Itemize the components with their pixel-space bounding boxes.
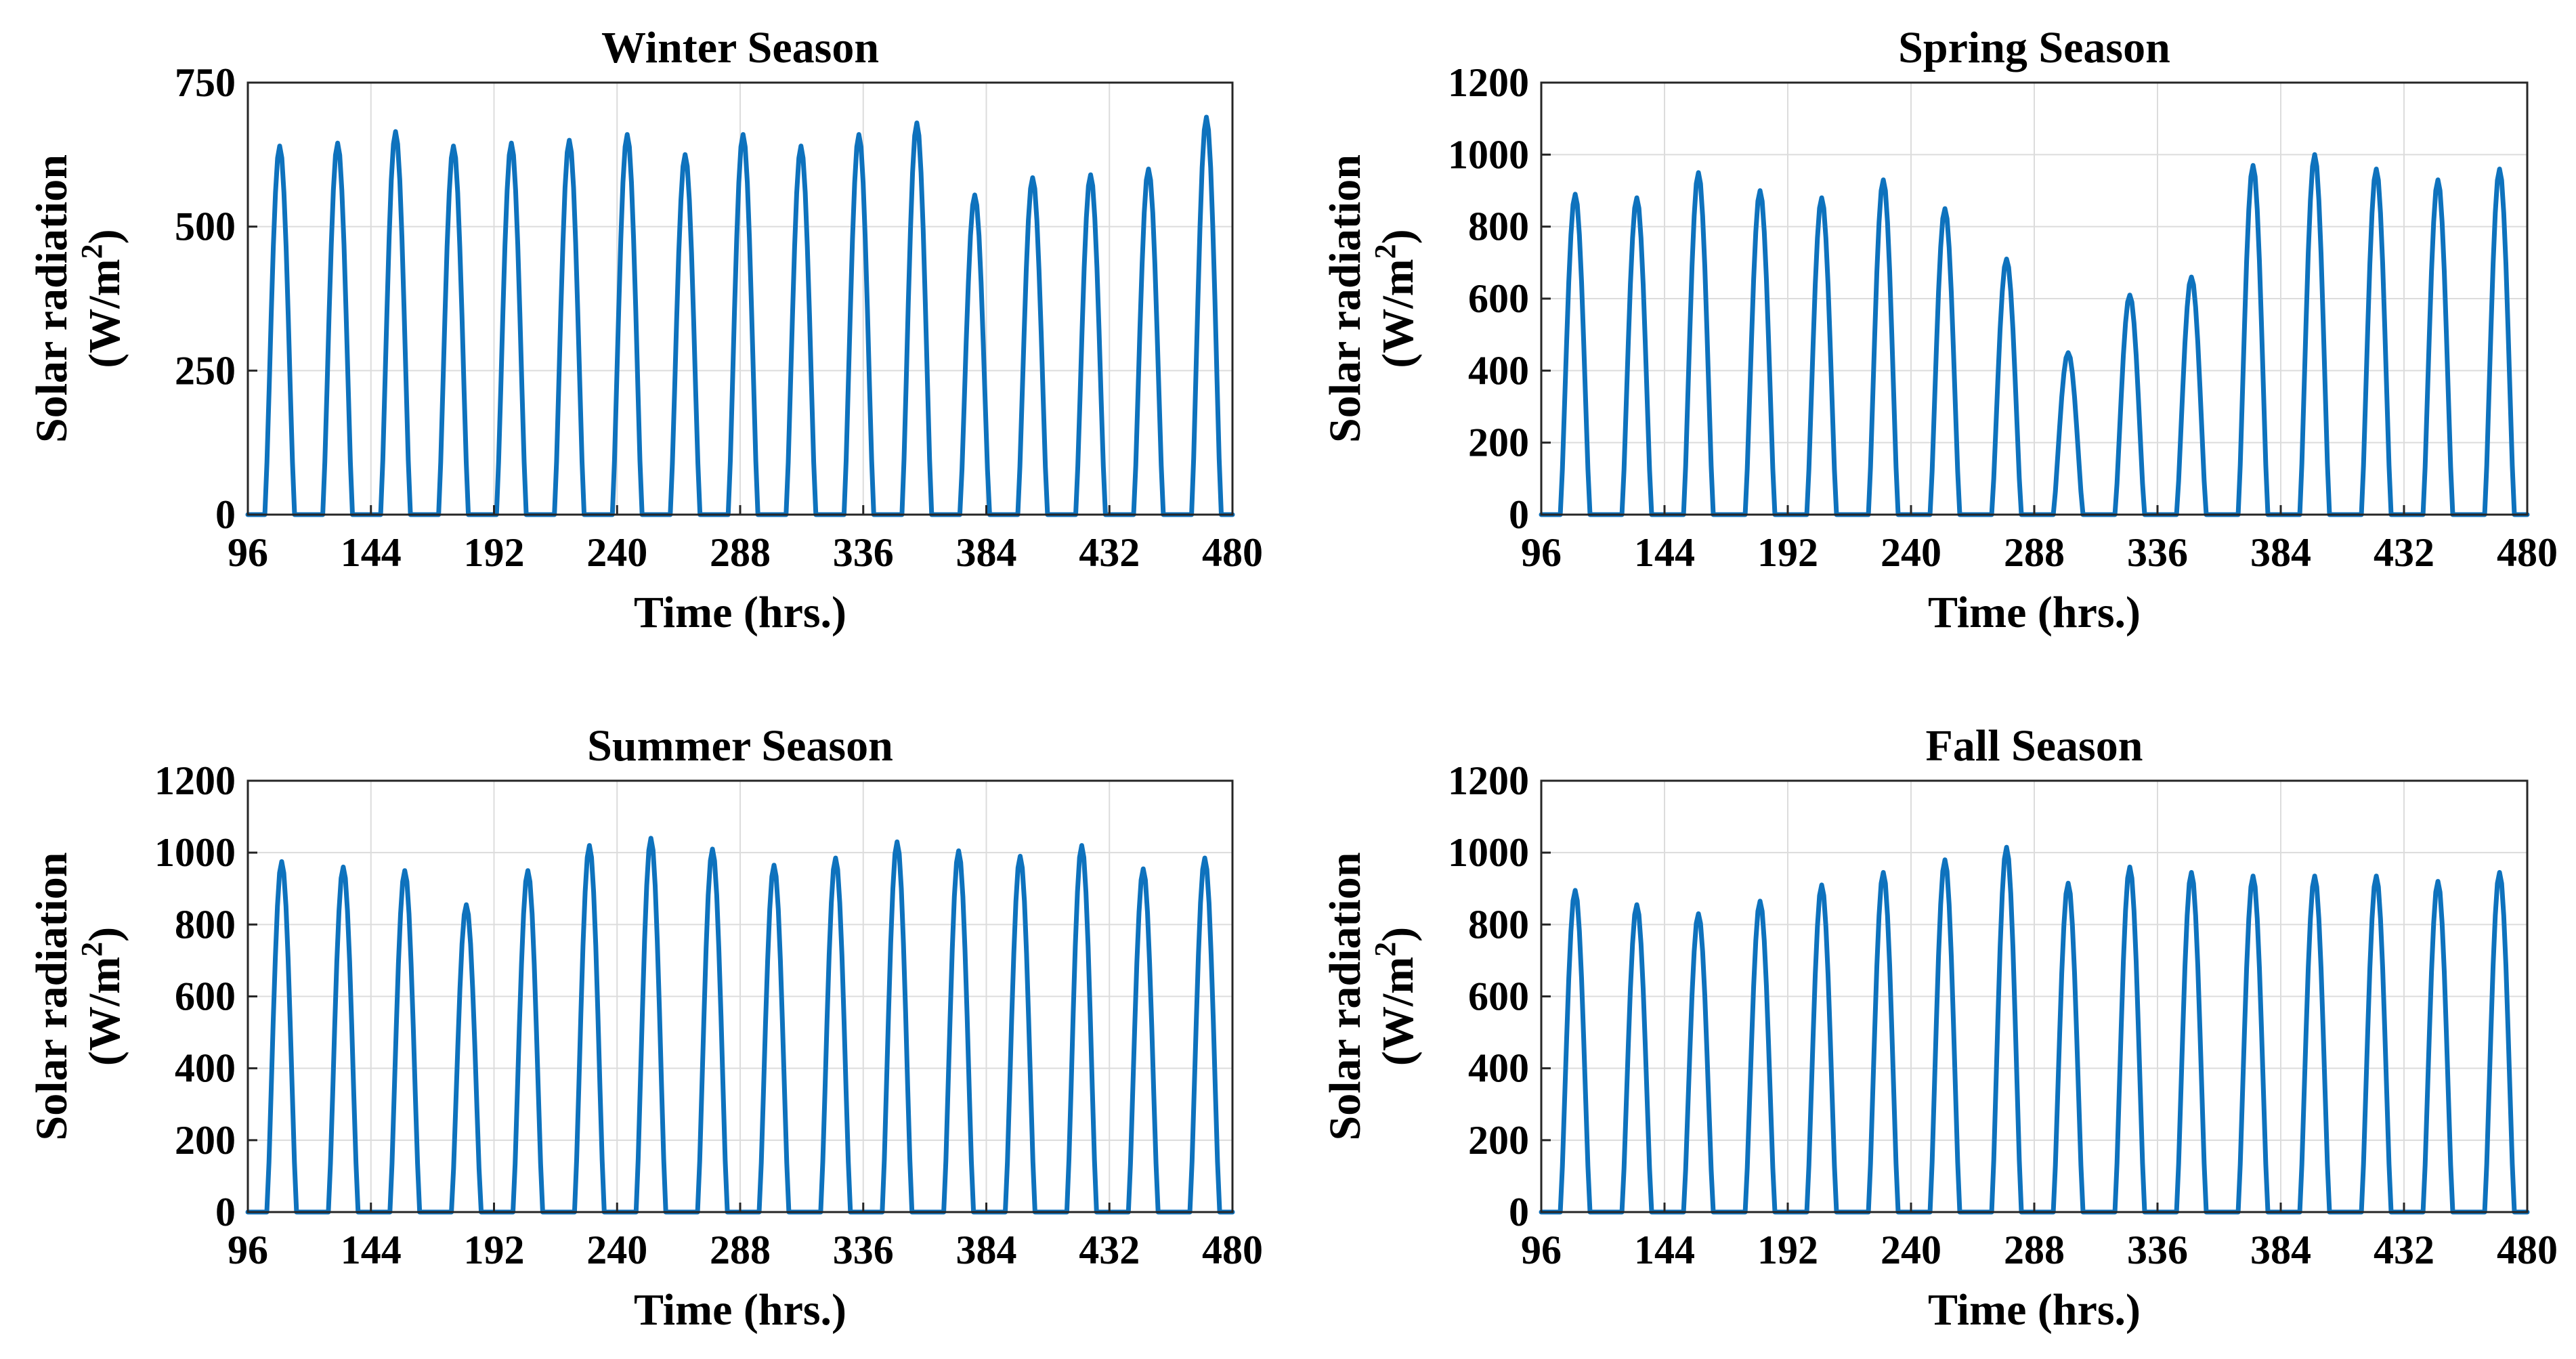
fall-ylabel-line2: (W/m2) (1369, 927, 1423, 1066)
fall-xtick-label: 432 (2374, 1228, 2434, 1272)
summer-xtick-label: 240 (586, 1228, 647, 1272)
winter-xtick-label: 480 (1202, 530, 1263, 575)
winter-xtick-label: 384 (956, 530, 1017, 575)
summer-title: Summer Season (587, 721, 893, 771)
spring-panel: 96 144 192 240 288 336 384 432 480 0 200 400 600 800 1… (1321, 23, 2558, 637)
summer-ytick-label: 0 (215, 1190, 236, 1234)
summer-xtick-label: 480 (1202, 1228, 1263, 1272)
spring-xtick-label: 96 (1521, 530, 1562, 575)
fall-xtick-label: 288 (2004, 1228, 2065, 1272)
winter-ylabel-line1: Solar radiation (27, 154, 77, 443)
spring-ytick-label: 0 (1509, 492, 1529, 537)
winter-ylabel-line2: (W/m2) (75, 229, 129, 368)
winter-xtick-label: 432 (1079, 530, 1140, 575)
fall-ytick-label: 200 (1468, 1118, 1529, 1163)
summer-xlabel: Time (hrs.) (634, 1285, 846, 1335)
spring-xtick-label: 192 (1757, 530, 1818, 575)
winter-panel: 96 144 192 240 288 336 384 432 480 0 250 500 750 Wint… (27, 23, 1263, 637)
summer-xtick-label: 96 (228, 1228, 268, 1272)
spring-title: Spring Season (1898, 23, 2170, 72)
summer-ytick-label: 600 (175, 974, 236, 1019)
spring-ylabel-line2: (W/m2) (1369, 229, 1423, 368)
summer-xtick-label: 432 (1079, 1228, 1140, 1272)
fall-panel: 96 144 192 240 288 336 384 432 480 0 200 400 600 800 1… (1321, 721, 2558, 1335)
fall-ylabel-line1: Solar radiation (1321, 852, 1370, 1140)
fall-title: Fall Season (1926, 721, 2143, 771)
winter-ytick-label: 500 (175, 204, 236, 249)
spring-ytick-label: 800 (1468, 204, 1529, 249)
summer-xtick-label: 144 (341, 1228, 402, 1272)
winter-ylabel-paren: ) (80, 229, 129, 244)
fall-ytick-label: 800 (1468, 902, 1529, 947)
fall-xtick-label: 384 (2250, 1228, 2311, 1272)
summer-ylabel-paren: ) (80, 927, 129, 942)
winter-xtick-label: 192 (464, 530, 525, 575)
fall-xtick-label: 144 (1634, 1228, 1695, 1272)
summer-xtick-label: 384 (956, 1228, 1017, 1272)
fall-ylabel-paren: ) (1373, 927, 1423, 942)
spring-xtick-label: 384 (2250, 530, 2311, 575)
fall-ylabel-unit: (W/m (1373, 957, 1423, 1066)
fall-ytick-label: 0 (1509, 1190, 1529, 1234)
spring-xlabel: Time (hrs.) (1928, 588, 2141, 637)
summer-ytick-label: 200 (175, 1118, 236, 1163)
spring-ylabel-superscript: 2 (1369, 244, 1402, 259)
spring-ylabel-paren: ) (1373, 229, 1423, 244)
spring-ylabel-unit: (W/m (1373, 259, 1423, 368)
summer-ytick-label: 400 (175, 1046, 236, 1091)
winter-series-line (245, 114, 1235, 517)
fall-xtick-label: 240 (1881, 1228, 1941, 1272)
summer-ylabel-unit: (W/m (80, 957, 129, 1066)
summer-xtick-label: 192 (464, 1228, 525, 1272)
spring-xtick-label: 432 (2374, 530, 2434, 575)
fall-ytick-label: 600 (1468, 974, 1529, 1019)
spring-ytick-label: 600 (1468, 276, 1529, 321)
summer-ytick-label: 1000 (154, 830, 236, 875)
winter-ytick-label: 0 (215, 492, 236, 537)
fall-ytick-label: 1000 (1448, 830, 1529, 875)
fall-xtick-label: 96 (1521, 1228, 1562, 1272)
winter-ytick-label: 750 (175, 60, 236, 105)
winter-xtick-label: 96 (228, 530, 268, 575)
fall-ylabel-superscript: 2 (1369, 942, 1402, 957)
spring-ytick-label: 1200 (1448, 60, 1529, 105)
winter-xtick-label: 144 (341, 530, 402, 575)
spring-ytick-label: 1000 (1448, 132, 1529, 177)
fall-xtick-label: 192 (1757, 1228, 1818, 1272)
fall-ytick-label: 1200 (1448, 758, 1529, 803)
winter-xtick-label: 288 (710, 530, 771, 575)
summer-ylabel-superscript: 2 (75, 942, 108, 957)
summer-ytick-label: 1200 (154, 758, 236, 803)
winter-xlabel: Time (hrs.) (634, 588, 846, 637)
fall-xtick-label: 480 (2497, 1228, 2558, 1272)
winter-ytick-label: 250 (175, 348, 236, 393)
fall-xtick-label: 336 (2127, 1228, 2188, 1272)
summer-xtick-label: 336 (833, 1228, 894, 1272)
winter-xtick-label: 336 (833, 530, 894, 575)
spring-xtick-label: 240 (1881, 530, 1941, 575)
winter-ylabel-superscript: 2 (75, 244, 108, 259)
fall-ytick-label: 400 (1468, 1046, 1529, 1091)
spring-ytick-label: 400 (1468, 348, 1529, 393)
summer-ylabel-line2: (W/m2) (75, 927, 129, 1066)
summer-ylabel-line1: Solar radiation (27, 852, 77, 1140)
summer-ytick-label: 800 (175, 902, 236, 947)
spring-xtick-label: 144 (1634, 530, 1695, 575)
winter-xtick-label: 240 (586, 530, 647, 575)
spring-xtick-label: 336 (2127, 530, 2188, 575)
spring-xtick-label: 288 (2004, 530, 2065, 575)
summer-panel: 96 144 192 240 288 336 384 432 480 0 200 400 600 800 1… (27, 721, 1263, 1335)
spring-ylabel-line1: Solar radiation (1321, 154, 1370, 443)
winter-ylabel-unit: (W/m (80, 259, 129, 368)
summer-xtick-label: 288 (710, 1228, 771, 1272)
spring-ytick-label: 200 (1468, 420, 1529, 465)
spring-xtick-label: 480 (2497, 530, 2558, 575)
fall-xlabel: Time (hrs.) (1928, 1285, 2141, 1335)
winter-title: Winter Season (601, 23, 879, 72)
